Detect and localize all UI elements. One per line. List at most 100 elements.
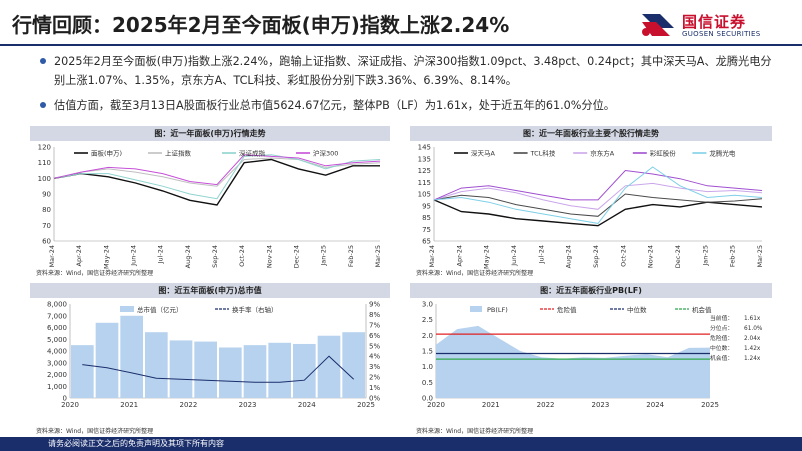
x-tick-label: 2024 — [646, 401, 664, 409]
y-tick-label: 2.0 — [422, 332, 433, 340]
header: 行情回顾：2025年2月至今面板(申万)指数上涨2.24% 国信证券 GUOSE… — [0, 0, 802, 46]
y-tick-label: 0.0 — [422, 395, 433, 403]
pb-chart: 0.0 0.5 1.0 1.5 2.0 2.5 3.0 2020 2021 2022 2023 202… — [422, 301, 763, 410]
annotation-label: 当前值： — [710, 314, 733, 322]
y-tick-label: 1.5 — [422, 348, 433, 356]
turnover-line — [82, 355, 355, 383]
annotation-label: 危险值： — [710, 334, 733, 342]
legend-label: 上证指数 — [165, 149, 192, 158]
stock-trend-chart: 65 75 85 95 105 115 125 135 145 Mar-24 Apr-24 May-2… — [418, 144, 764, 269]
x-tick-label: Dec-24 — [293, 245, 301, 268]
y-tick-label: 85 — [422, 214, 431, 222]
summary-bullet-2: 估值方面，截至3月13日A股面板行业总市值5624.67亿元，整体PB（LF）为… — [40, 96, 780, 115]
legend-label: 总市值（亿元） — [137, 305, 183, 314]
panel-stock-trend-title: 图：近一年面板行业主要个股行情走势 — [410, 126, 772, 141]
series-line — [433, 182, 763, 210]
y-tick-label: 7,000 — [47, 312, 67, 320]
annotation-label: 中位数： — [710, 344, 733, 352]
x-tick-label: Nov-24 — [647, 245, 655, 268]
bar — [71, 345, 94, 398]
y-tick-label: 3.0 — [422, 301, 433, 309]
x-tick-label: Jan-25 — [320, 245, 328, 267]
y-tick-label: 65 — [422, 238, 431, 246]
series-line — [433, 166, 763, 224]
panel-index-trend: 图：近一年面板(申万)行情走势 60 70 80 90 100 110 120 Mar-24 A… — [30, 126, 390, 276]
index-trend-chart: 60 70 80 90 100 110 120 Mar-24 Apr-24 May-24 Jun-2… — [38, 144, 382, 269]
y-tick-label: 80 — [42, 206, 51, 214]
bar — [194, 341, 217, 398]
x-tick-label: Jun-24 — [510, 245, 518, 267]
y-tick-label: 70 — [42, 222, 51, 230]
x-tick-label: 2024 — [298, 401, 316, 409]
bar — [342, 332, 365, 398]
y-tick-label: 135 — [418, 155, 431, 163]
source-note-4: 资料来源：Wind，国信证券经济研究所整理 — [416, 428, 534, 435]
x-tick-label: Sep-24 — [592, 245, 600, 268]
legend-swatch — [470, 306, 482, 312]
x-tick-label: 2025 — [357, 401, 375, 409]
legend-label: 龙腾光电 — [709, 149, 736, 158]
x-tick-label: 2023 — [239, 401, 257, 409]
annotation-label: 机会值： — [710, 354, 733, 362]
bar — [95, 322, 119, 398]
y-tick-label: 0.5 — [422, 379, 433, 387]
source-note-3: 资料来源：Wind，国信证券经济研究所整理 — [36, 428, 154, 435]
bar — [120, 315, 143, 398]
annotation-label: 分位点： — [710, 324, 733, 332]
legend-label: 京东方A — [590, 149, 615, 158]
market-cap-chart: 0 1,000 2,000 3,000 4,000 5,000 6,000 7,000 8,00… — [47, 301, 381, 410]
y-tick-label: 110 — [38, 159, 51, 167]
y-tick-label: 60 — [42, 238, 51, 246]
x-tick-label: Mar-25 — [374, 245, 382, 267]
logo-text-cn: 国信证券 — [682, 13, 747, 31]
series-line — [53, 157, 381, 187]
x-tick-label: May-24 — [102, 245, 110, 269]
legend-label: 深证成指 — [239, 149, 266, 158]
annotation-value: 1.61x — [744, 316, 761, 322]
x-tick-label: 2022 — [537, 401, 555, 409]
x-tick-label: Jun-24 — [130, 245, 138, 267]
panel-market-cap: 图：近五年面板(申万)总市值 0 1,000 2,000 3,000 4,000 5,00… — [30, 283, 390, 423]
footer: 请务必阅读正文之后的免责声明及其项下所有内容 — [0, 437, 802, 451]
legend-label: TCL科技 — [530, 149, 556, 158]
summary-bullets: 2025年2月至今面板(申万)指数上涨2.24%，跑输上证指数、深证成指、沪深3… — [40, 52, 780, 121]
x-tick-label: Feb-25 — [347, 245, 355, 267]
x-tick-label: Oct-24 — [619, 245, 627, 267]
y-tick-label: 75 — [422, 226, 431, 234]
bar — [268, 342, 291, 398]
y-tick-label: 115 — [418, 179, 431, 187]
logo-text-en: GUOSEN SECURITIES — [682, 30, 761, 38]
legend-label: 彩虹股份 — [650, 149, 677, 158]
x-tick-label: Dec-24 — [674, 245, 682, 268]
x-tick-label: Mar-24 — [48, 245, 56, 267]
legend-label: 危险值 — [557, 305, 577, 314]
y-tick-label: 120 — [38, 144, 51, 152]
page-title: 行情回顾：2025年2月至今面板(申万)指数上涨2.24% — [12, 13, 510, 37]
legend-swatch — [120, 306, 134, 312]
x-tick-label: Jan-25 — [701, 245, 709, 267]
y2-tick-label: 2% — [369, 374, 380, 382]
panel-market-cap-title: 图：近五年面板(申万)总市值 — [30, 283, 390, 298]
y2-tick-label: 1% — [369, 384, 380, 392]
x-tick-label: 2022 — [179, 401, 197, 409]
y2-tick-label: 3% — [369, 363, 380, 371]
y2-tick-label: 0% — [369, 395, 380, 403]
x-tick-label: 2023 — [591, 401, 609, 409]
series-line — [433, 193, 763, 217]
y-tick-label: 6,000 — [47, 324, 67, 332]
bar — [243, 345, 267, 398]
y-tick-label: 2.5 — [422, 316, 433, 324]
y2-tick-label: 8% — [369, 311, 380, 319]
x-tick-label: 2021 — [482, 401, 500, 409]
x-tick-label: Mar-25 — [756, 245, 764, 267]
pb-area — [436, 325, 710, 398]
y-tick-label: 95 — [422, 202, 431, 210]
x-tick-label: Nov-24 — [265, 245, 273, 268]
y2-tick-label: 5% — [369, 342, 380, 350]
legend-label: 深天马A — [471, 149, 496, 158]
annotation-value: 1.42x — [744, 346, 761, 352]
y2-tick-label: 6% — [369, 332, 380, 340]
bar — [317, 335, 341, 398]
x-tick-label: Oct-24 — [238, 245, 246, 267]
source-note-2: 资料来源：Wind，国信证券经济研究所整理 — [416, 270, 534, 277]
